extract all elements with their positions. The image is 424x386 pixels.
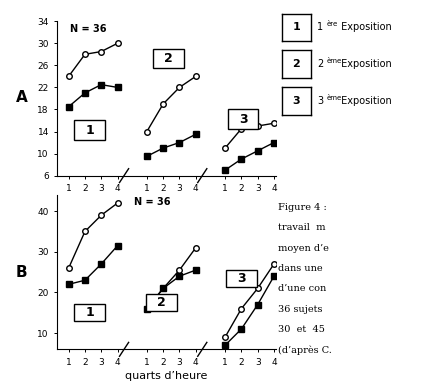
Text: Exposition: Exposition bbox=[338, 59, 392, 69]
Text: Exposition: Exposition bbox=[338, 22, 392, 32]
Text: 3: 3 bbox=[239, 113, 247, 125]
Text: Figure 4 :: Figure 4 : bbox=[278, 203, 326, 212]
Text: Exposition: Exposition bbox=[338, 96, 392, 106]
FancyBboxPatch shape bbox=[74, 305, 105, 321]
Text: travail  m: travail m bbox=[278, 223, 325, 232]
Text: 36 sujets: 36 sujets bbox=[278, 305, 322, 314]
Text: ème: ème bbox=[326, 58, 342, 64]
X-axis label: quarts d’heure: quarts d’heure bbox=[125, 371, 208, 381]
Text: 30  et  45: 30 et 45 bbox=[278, 325, 325, 334]
Text: 1: 1 bbox=[86, 306, 94, 319]
Text: d’une con: d’une con bbox=[278, 284, 326, 293]
FancyBboxPatch shape bbox=[228, 109, 259, 129]
Text: 2: 2 bbox=[317, 59, 324, 69]
Text: moyen d’e: moyen d’e bbox=[278, 244, 329, 252]
Text: 3: 3 bbox=[237, 272, 245, 285]
Text: 1: 1 bbox=[86, 124, 94, 137]
Text: A: A bbox=[16, 90, 28, 105]
FancyBboxPatch shape bbox=[153, 49, 184, 68]
Text: 3: 3 bbox=[293, 96, 300, 106]
FancyBboxPatch shape bbox=[226, 270, 257, 286]
Text: 2: 2 bbox=[293, 59, 300, 69]
Text: 2: 2 bbox=[157, 296, 166, 309]
Text: 1: 1 bbox=[293, 22, 300, 32]
Text: N = 36: N = 36 bbox=[70, 24, 107, 34]
Text: 2: 2 bbox=[164, 52, 173, 65]
Text: B: B bbox=[16, 265, 28, 279]
Text: dans une: dans une bbox=[278, 264, 322, 273]
Text: ère: ère bbox=[326, 21, 338, 27]
Text: N = 36: N = 36 bbox=[134, 197, 170, 207]
Text: ème: ème bbox=[326, 95, 342, 101]
Text: (d’après C.: (d’après C. bbox=[278, 346, 332, 356]
FancyBboxPatch shape bbox=[146, 294, 177, 311]
FancyBboxPatch shape bbox=[74, 120, 105, 140]
Text: 3: 3 bbox=[317, 96, 323, 106]
Text: 1: 1 bbox=[317, 22, 323, 32]
